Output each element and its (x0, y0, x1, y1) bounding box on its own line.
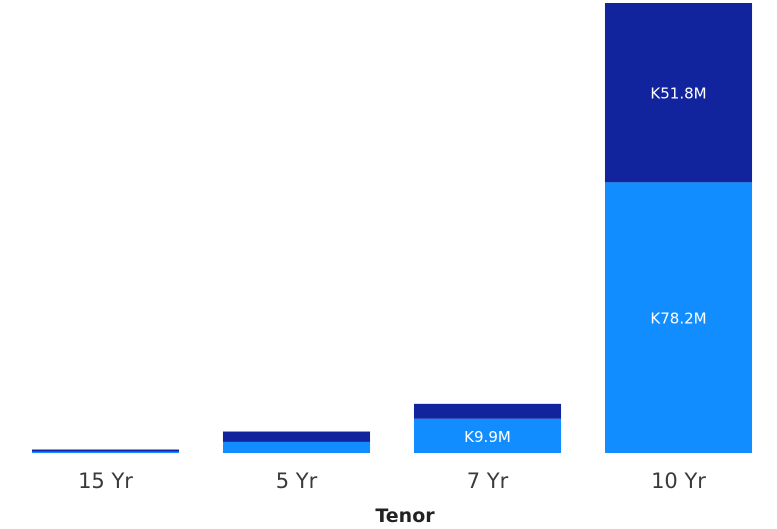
data-label-10-yr-series-1: K78.2M (650, 310, 706, 328)
bar-7-yr-series-2 (413, 403, 562, 419)
x-axis-title: Tenor (375, 505, 435, 527)
data-label-7-yr-series-1: K9.9M (464, 428, 511, 446)
bars-layer (31, 3, 753, 453)
bar-15-yr-series-1 (31, 451, 180, 453)
x-tick-label-5-yr: 5 Yr (276, 469, 318, 493)
bar-7-yr-series-1 (413, 418, 562, 453)
bar-15-yr-series-2 (31, 449, 180, 452)
bar-5-yr-series-1 (222, 441, 371, 453)
x-tick-label-10-yr: 10 Yr (651, 469, 706, 493)
x-tick-label-15-yr: 15 Yr (78, 469, 133, 493)
x-tick-label-7-yr: 7 Yr (467, 469, 509, 493)
bar-10-yr-series-2 (604, 3, 753, 183)
data-label-10-yr-series-2: K51.8M (650, 85, 706, 103)
bar-10-yr-series-1 (604, 182, 753, 453)
x-axis-tick-labels: 15 Yr 5 Yr 7 Yr 10 Yr (78, 469, 706, 493)
data-labels-layer: K9.9M K78.2M K51.8M (464, 85, 706, 446)
bar-5-yr-series-2 (222, 431, 371, 442)
